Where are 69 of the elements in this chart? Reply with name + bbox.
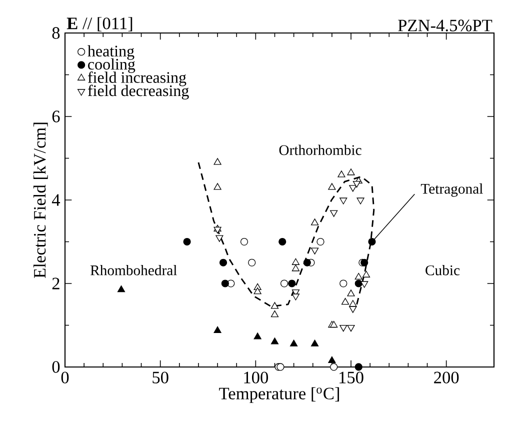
point (280, 280, 288, 288)
x-axis-title: Temperature [$^{o}$C] (219, 387, 339, 403)
point (347, 324, 355, 332)
legend-label: cooling (88, 58, 136, 73)
point (216, 235, 224, 242)
point (117, 285, 126, 292)
point (330, 363, 338, 371)
y-tick-label: 0 (52, 361, 60, 373)
y-tick-label: 8 (52, 27, 60, 39)
point (214, 158, 222, 165)
point (183, 238, 191, 246)
point (368, 238, 376, 246)
x-tick-label: 0 (61, 372, 69, 384)
point (248, 258, 256, 266)
point (349, 185, 357, 192)
point (354, 272, 362, 280)
point (340, 324, 348, 332)
point (330, 210, 338, 217)
point (221, 280, 229, 288)
point (328, 183, 336, 190)
point (310, 340, 319, 346)
point (310, 248, 319, 254)
point (341, 298, 350, 305)
annotation: Tetragonal (420, 183, 483, 197)
point (240, 238, 248, 246)
point (347, 168, 355, 176)
y-axis-title: Electric Field [kV/cm] (33, 122, 48, 278)
point (254, 332, 262, 340)
point (214, 326, 222, 333)
point (290, 340, 298, 346)
x-tick-label: 100 (244, 372, 268, 384)
annotation: Orthorhombic (279, 144, 362, 156)
point (254, 288, 262, 294)
point (340, 280, 348, 288)
point (310, 218, 319, 226)
point (292, 264, 300, 272)
y-tick-label: 2 (52, 278, 60, 290)
point (270, 302, 279, 309)
annotation: Rhombohedral (90, 264, 177, 276)
point (338, 170, 346, 178)
point (340, 198, 348, 204)
point (352, 180, 361, 188)
point (270, 338, 279, 344)
point (328, 356, 336, 364)
point (316, 238, 324, 246)
point (278, 238, 286, 246)
point (356, 198, 364, 204)
legend-label: heating (88, 45, 134, 60)
chart-title: E // [011] (66, 17, 132, 32)
x-tick-label: 50 (152, 372, 168, 384)
legend-label: field decreasing (88, 84, 189, 100)
y-tick-label: 4 (52, 194, 60, 206)
point (219, 258, 228, 266)
point (362, 270, 370, 278)
point (292, 294, 300, 300)
point (270, 310, 279, 318)
point (347, 290, 355, 296)
y-tick-label: 6 (52, 110, 60, 122)
point (214, 183, 222, 190)
point (288, 280, 296, 288)
point (303, 258, 311, 266)
point (354, 363, 362, 371)
point (360, 281, 368, 288)
point (349, 306, 357, 313)
x-tick-label: 150 (340, 372, 364, 384)
x-tick-label: 200 (434, 372, 459, 384)
chart-subtitle: PZN-4.5%PT (398, 20, 492, 32)
point (292, 258, 300, 265)
annotation: Cubic (426, 264, 460, 276)
